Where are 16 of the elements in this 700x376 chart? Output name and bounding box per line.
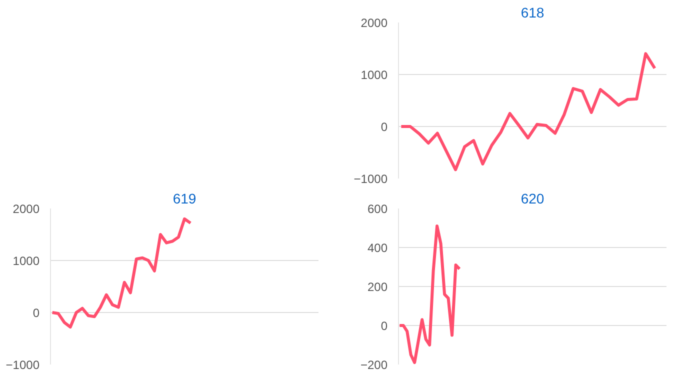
chart-title: 620 [520, 190, 544, 206]
y-tick-label: 200 [367, 280, 388, 294]
chart-title: 619 [172, 190, 196, 206]
chart-title: 618 [520, 4, 544, 20]
y-tick-label: −1000 [6, 358, 40, 372]
y-tick-label: 0 [32, 306, 40, 320]
y-tick-label: 600 [367, 202, 388, 216]
y-tick-label: −1000 [354, 172, 388, 186]
y-tick-label: 2000 [12, 202, 40, 216]
y-tick-label: 0 [380, 120, 388, 134]
y-tick-label: 1000 [12, 254, 40, 268]
y-tick-label: 1000 [360, 68, 388, 82]
y-tick-label: 0 [380, 319, 388, 333]
y-tick-label: −200 [360, 358, 388, 372]
y-tick-label: 400 [367, 241, 388, 255]
y-tick-label: 2000 [360, 16, 388, 30]
